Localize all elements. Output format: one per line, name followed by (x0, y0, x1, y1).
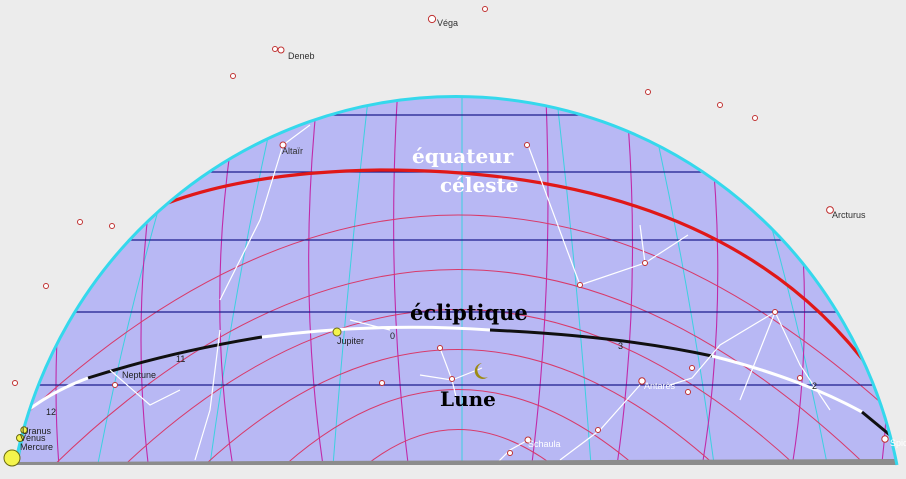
star-label-arcturus: Arcturus (832, 210, 866, 220)
planet-venus-marker[interactable] (16, 434, 24, 442)
star-marker (230, 73, 236, 79)
star-label-vega: Véga (437, 18, 458, 28)
planet-labels: Jupiter Neptune Uranus Vénus Mercure (20, 336, 364, 452)
ecliptic-mark-11: 11 (176, 354, 185, 364)
planet-jupiter-marker[interactable] (332, 327, 342, 337)
horizon-line (15, 459, 897, 465)
star-marker (645, 89, 651, 95)
star-spica-marker[interactable] (881, 435, 889, 443)
star-marker (109, 223, 115, 229)
planet-label-jupiter: Jupiter (337, 336, 364, 346)
star-altair-marker[interactable] (279, 141, 287, 149)
star-vega-marker[interactable] (427, 14, 437, 24)
planet-label-venus: Vénus (20, 433, 46, 443)
star-label-deneb: Deneb (288, 51, 315, 61)
star-marker (689, 365, 695, 371)
star-label-spica: Spic (890, 438, 906, 448)
ecliptic-mark-2: 2 (812, 381, 817, 391)
sky-dome (15, 96, 897, 465)
star-marker (797, 375, 803, 381)
planet-label-mercure: Mercure (20, 442, 53, 452)
star-marker (772, 309, 778, 315)
ecliptic-line-far-right (711, 354, 863, 414)
equator-label-line1: équateur (412, 144, 514, 168)
ecliptic-line-right (489, 328, 713, 358)
star-marker (112, 382, 118, 388)
altitude-circles (19, 214, 897, 465)
star-marker (43, 283, 49, 289)
star-marker (752, 115, 758, 121)
star-deneb-marker[interactable] (277, 46, 285, 54)
ecliptic-marks: 12 11 0 3 2 (46, 331, 817, 417)
star-arcturus-marker[interactable] (826, 206, 834, 214)
star-marker (449, 376, 455, 382)
star-marker (685, 389, 691, 395)
crescent-moon-icon[interactable] (474, 363, 488, 379)
star-schaula-marker[interactable] (524, 436, 532, 444)
star-label-schaula: Schaula (528, 439, 561, 449)
ecliptic-mark-12: 12 (46, 407, 56, 417)
planet-label-neptune: Neptune (122, 370, 156, 380)
ecliptic-label: écliptique (410, 300, 528, 325)
planet-label-uranus: Uranus (22, 426, 52, 436)
star-marker (507, 450, 513, 456)
ecliptic-line-middle (261, 325, 491, 339)
star-label-antares: Antarès (644, 381, 676, 391)
planet-markers (3, 327, 342, 467)
star-marker (12, 380, 18, 386)
star-marker (717, 102, 723, 108)
star-marker (482, 6, 488, 12)
ecliptic-line-left (87, 335, 263, 380)
star-label-altair: Altaïr (282, 146, 303, 156)
star-marker (642, 260, 648, 266)
star-marker (272, 46, 278, 52)
star-marker (577, 282, 583, 288)
planet-uranus-marker[interactable] (20, 426, 28, 434)
ecliptic-mark-0: 0 (390, 331, 395, 341)
sun-icon[interactable] (3, 449, 21, 467)
moon-label: Lune (440, 387, 496, 411)
star-marker (437, 345, 443, 351)
star-antares-marker[interactable] (638, 377, 646, 385)
horizon-rim (13, 95, 899, 466)
equator-label-line2: céleste (440, 173, 518, 197)
star-marker (595, 427, 601, 433)
star-marker (379, 380, 385, 386)
ecliptic-mark-3: 3 (618, 341, 623, 351)
star-marker (77, 219, 83, 225)
star-markers (12, 6, 889, 456)
star-marker (524, 142, 530, 148)
star-labels: Véga Deneb Altaïr Arcturus Antarès Schau… (282, 18, 906, 449)
